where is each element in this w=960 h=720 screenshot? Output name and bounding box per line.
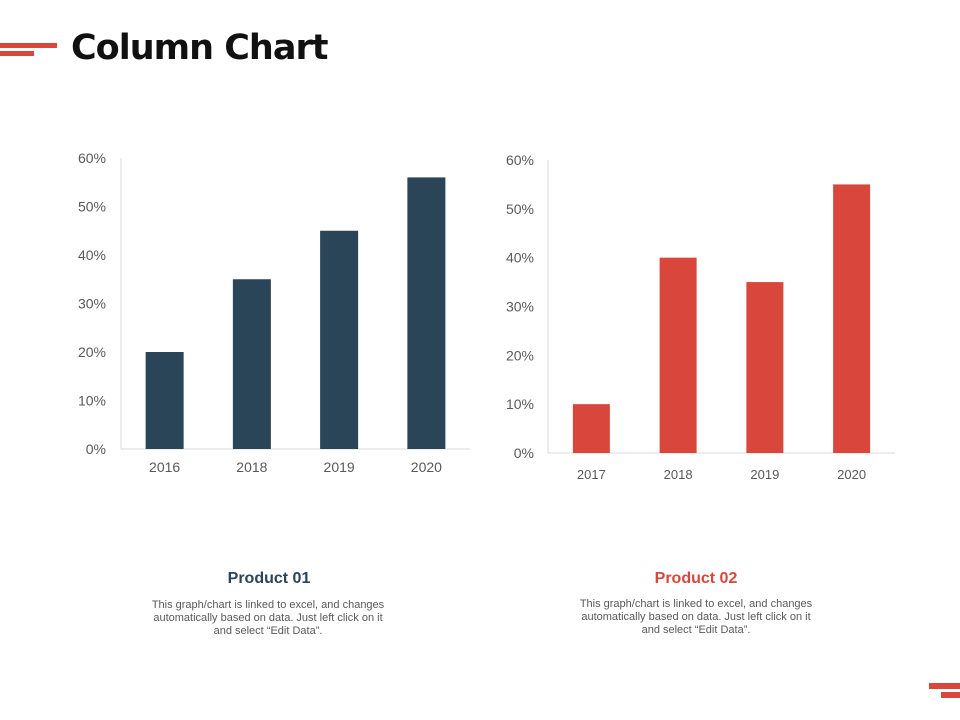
y-tick-label: 20% [78,344,106,360]
y-tick-label: 10% [78,393,106,409]
x-tick-label: 2017 [577,467,606,482]
y-tick-label: 60% [78,150,106,166]
x-tick-label: 2020 [837,467,866,482]
y-tick-label: 60% [506,152,534,168]
y-tick-label: 30% [78,296,106,312]
bar-2017 [572,404,610,453]
corner-accent-bar-top [929,683,960,689]
y-tick-label: 0% [514,445,534,461]
y-tick-label: 30% [506,299,534,315]
y-tick-label: 50% [78,199,106,215]
desc-line: automatically based on data. Just left c… [581,611,811,623]
y-tick-label: 20% [506,347,534,363]
desc-line: automatically based on data. Just left c… [153,612,383,624]
y-tick-label: 10% [506,396,534,412]
desc-line: and select “Edit Data”. [641,624,751,636]
x-tick-label: 2020 [411,459,442,475]
desc-line: This graph/chart is linked to excel, and… [579,598,813,610]
product-02-title: Product 02 [654,570,738,587]
x-tick-label: 2019 [750,467,779,482]
x-tick-label: 2019 [324,459,355,475]
x-tick-label: 2016 [149,459,180,475]
y-tick-label: 50% [506,201,534,217]
bar-2018 [232,279,271,449]
title-accent-bar-top [0,43,57,48]
bar-2019 [320,230,359,449]
x-tick-label: 2018 [664,467,693,482]
bar-2020 [833,184,871,453]
bar-2020 [407,177,446,449]
y-tick-label: 40% [78,247,106,263]
y-tick-label: 40% [506,250,534,266]
bar-2018 [659,257,697,453]
product-02-description: This graph/chart is linked to excel, and… [556,598,836,637]
page-title: Column Chart [71,28,328,68]
corner-accent-bar-bottom [941,692,960,698]
x-tick-label: 2018 [236,459,267,475]
product-01-title: Product 01 [227,570,311,587]
desc-line: and select “Edit Data”. [213,625,323,637]
bar-2016 [145,352,184,449]
product-01-description: This graph/chart is linked to excel, and… [128,599,408,638]
bar-2019 [746,282,784,453]
desc-line: This graph/chart is linked to excel, and… [151,599,385,611]
y-tick-label: 0% [86,441,106,457]
title-accent-bar-bottom [0,51,34,56]
